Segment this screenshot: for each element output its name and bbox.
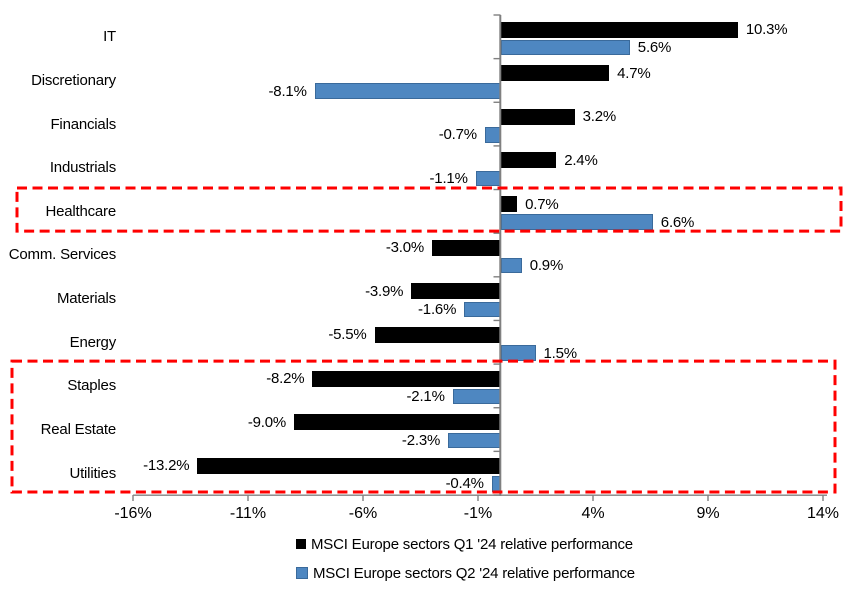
value-label-q1-utilities: -13.2% bbox=[143, 457, 190, 475]
category-label-financials: Financials bbox=[50, 115, 116, 133]
value-label-q2-utilities: -0.4% bbox=[445, 475, 484, 493]
value-label-q2-real-estate: -2.3% bbox=[401, 431, 441, 449]
highlight-box-healthcare bbox=[15, 186, 843, 233]
value-label-q1-it: 10.3% bbox=[745, 21, 788, 38]
value-label-q1-industrials: 2.4% bbox=[564, 151, 598, 169]
bar-q1-financials bbox=[501, 108, 575, 125]
value-label-q2-staples: -2.1% bbox=[406, 388, 445, 406]
x-axis-tick-label-16: -16% bbox=[114, 505, 152, 522]
category-label-staples: Staples bbox=[67, 377, 116, 395]
legend-item-q1: MSCI Europe sectors Q1 '24 relative perf… bbox=[296, 535, 635, 553]
bar-q1-industrials bbox=[501, 152, 557, 169]
category-label-discretionary: Discretionary bbox=[31, 71, 116, 89]
value-label-q2-healthcare: 6.6% bbox=[660, 213, 695, 231]
bar-q1-real-estate bbox=[294, 414, 501, 431]
x-axis-tick-label-14: 14% bbox=[806, 505, 840, 522]
bar-q1-it bbox=[501, 21, 738, 38]
bar-q1-utilities bbox=[197, 457, 501, 474]
value-label-q1-discretionary: 4.7% bbox=[617, 64, 651, 82]
bar-q1-staples bbox=[312, 370, 501, 387]
value-label-q1-comm-services: -3.0% bbox=[385, 239, 424, 257]
x-axis-tick-label-9: 9% bbox=[696, 505, 720, 522]
value-label-q2-discretionary: -8.1% bbox=[268, 82, 307, 100]
category-label-real-estate: Real Estate bbox=[40, 421, 117, 439]
category-label-it: IT bbox=[103, 28, 116, 46]
category-label-utilities: Utilities bbox=[69, 464, 116, 482]
category-label-healthcare: Healthcare bbox=[45, 202, 116, 220]
bar-q1-energy bbox=[374, 326, 501, 343]
bar-q2-it bbox=[501, 39, 630, 56]
category-label-industrials: Industrials bbox=[49, 159, 116, 177]
value-label-q1-materials: -3.9% bbox=[365, 282, 404, 300]
x-axis-tick-label-6: -6% bbox=[348, 505, 378, 522]
x-axis-tick-label-1: -1% bbox=[463, 505, 493, 522]
value-label-q1-energy: -5.5% bbox=[328, 326, 367, 344]
value-label-q1-real-estate: -9.0% bbox=[247, 413, 286, 431]
value-label-q2-energy: 1.5% bbox=[543, 344, 578, 362]
legend-item-q2: MSCI Europe sectors Q2 '24 relative perf… bbox=[296, 564, 635, 582]
legend-label-q2: MSCI Europe sectors Q2 '24 relative perf… bbox=[313, 564, 635, 582]
value-label-q1-financials: 3.2% bbox=[582, 108, 617, 126]
category-label-materials: Materials bbox=[56, 290, 116, 308]
bar-q1-discretionary bbox=[501, 65, 610, 82]
value-label-q2-industrials: -1.1% bbox=[429, 169, 468, 187]
x-axis-tick-label-4: 4% bbox=[581, 505, 605, 522]
category-label-energy: Energy bbox=[69, 333, 117, 351]
legend: MSCI Europe sectors Q1 '24 relative perf… bbox=[296, 535, 635, 593]
bar-q1-comm-services bbox=[432, 239, 501, 256]
bar-q1-healthcare bbox=[501, 196, 518, 213]
highlight-box-staples-real-estate-utilities bbox=[10, 359, 837, 494]
bar-q2-healthcare bbox=[501, 214, 653, 230]
legend-swatch-q1-icon bbox=[296, 539, 306, 549]
x-axis-tick-label-11: -11% bbox=[229, 505, 267, 522]
legend-label-q1: MSCI Europe sectors Q1 '24 relative perf… bbox=[311, 535, 633, 553]
legend-swatch-q2-icon bbox=[296, 567, 308, 579]
bar-q2-comm-services bbox=[501, 257, 522, 274]
bar-q2-energy bbox=[501, 345, 536, 361]
value-label-q2-it: 5.6% bbox=[637, 39, 672, 57]
value-label-q1-staples: -8.2% bbox=[266, 370, 305, 388]
value-label-q1-healthcare: 0.7% bbox=[525, 195, 559, 213]
value-label-q2-financials: -0.7% bbox=[438, 126, 477, 144]
value-label-q2-materials: -1.6% bbox=[418, 300, 457, 318]
category-label-comm-services: Comm. Services bbox=[8, 246, 116, 264]
value-label-q2-comm-services: 0.9% bbox=[529, 257, 564, 275]
bar-q1-materials bbox=[411, 283, 501, 300]
